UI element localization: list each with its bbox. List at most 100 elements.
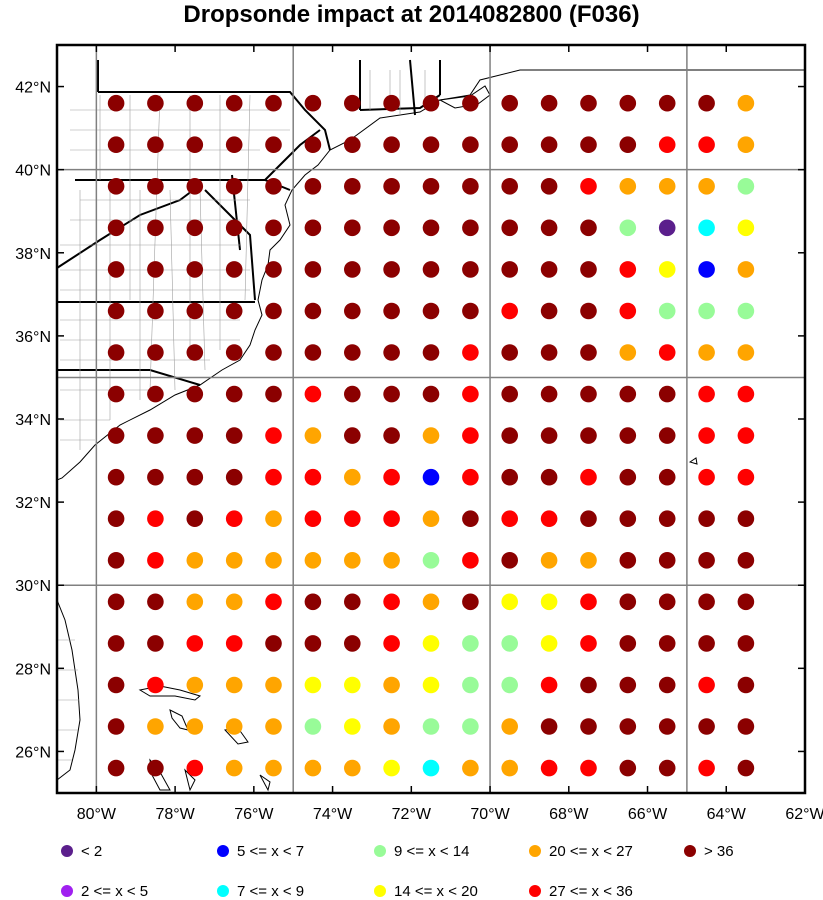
legend-swatch	[217, 845, 229, 857]
legend-label: 2 <= x < 5	[81, 883, 148, 900]
impact-point	[698, 468, 715, 486]
impact-point	[658, 94, 676, 112]
legend-label: > 36	[704, 843, 734, 860]
land-layer	[57, 45, 805, 792]
impact-point	[462, 593, 479, 611]
impact-point	[107, 635, 125, 652]
impact-point	[186, 94, 204, 112]
impact-point	[186, 178, 204, 195]
impact-point	[186, 759, 204, 777]
impact-point	[147, 385, 164, 403]
impact-point	[619, 718, 637, 735]
impact-point	[658, 178, 676, 195]
impact-point	[658, 261, 676, 278]
lon-label: 66°W	[628, 806, 668, 823]
impact-point	[737, 94, 755, 112]
impact-point	[147, 718, 164, 735]
impact-point	[107, 552, 125, 569]
impact-point	[658, 676, 676, 694]
impact-point	[225, 635, 243, 652]
impact-point	[698, 510, 715, 527]
lat-label: 32°N	[15, 495, 51, 512]
impact-point	[186, 136, 204, 153]
impact-point	[580, 593, 597, 611]
legend-label: < 2	[81, 843, 102, 860]
impact-point	[344, 635, 361, 652]
impact-point	[304, 676, 322, 694]
impact-point	[422, 302, 440, 320]
impact-point	[107, 593, 125, 611]
impact-point	[265, 219, 282, 237]
impact-point	[501, 427, 518, 444]
impact-point	[619, 136, 637, 153]
impact-point	[540, 718, 558, 735]
impact-point	[619, 219, 637, 237]
impact-point	[147, 759, 164, 777]
impact-point	[540, 136, 558, 153]
impact-point	[501, 468, 518, 486]
lat-label: 26°N	[15, 744, 51, 761]
impact-point	[107, 261, 125, 278]
impact-point	[186, 593, 204, 611]
impact-point	[658, 510, 676, 527]
florida-counties	[57, 639, 79, 761]
impact-point	[462, 302, 479, 320]
impact-point	[304, 510, 322, 527]
impact-point	[344, 302, 361, 320]
impact-point	[422, 427, 440, 444]
impact-point	[265, 136, 282, 153]
impact-point	[698, 635, 715, 652]
impact-point	[344, 427, 361, 444]
impact-point	[265, 635, 282, 652]
impact-point	[462, 178, 479, 195]
impact-point	[304, 178, 322, 195]
impact-point	[501, 261, 518, 278]
impact-point	[304, 261, 322, 278]
impact-point	[147, 427, 164, 444]
lon-label: 78°W	[155, 806, 195, 823]
impact-point	[658, 552, 676, 569]
impact-point	[501, 344, 518, 361]
impact-point	[462, 759, 479, 777]
impact-point	[462, 718, 479, 735]
impact-point	[383, 552, 400, 569]
impact-point	[383, 468, 400, 486]
impact-point	[422, 593, 440, 611]
impact-point	[619, 676, 637, 694]
impact-point	[265, 261, 282, 278]
impact-point	[737, 219, 755, 237]
impact-point	[225, 302, 243, 320]
impact-point	[383, 718, 400, 735]
impact-point	[147, 552, 164, 569]
impact-point	[501, 302, 518, 320]
impact-point	[422, 552, 440, 569]
impact-point	[304, 593, 322, 611]
impact-point	[186, 676, 204, 694]
impact-point	[737, 385, 755, 403]
impact-point	[501, 593, 518, 611]
impact-point	[265, 427, 282, 444]
impact-point	[501, 385, 518, 403]
impact-point	[462, 427, 479, 444]
impact-point	[107, 468, 125, 486]
impact-point	[737, 261, 755, 278]
impact-point	[462, 635, 479, 652]
impact-point	[462, 468, 479, 486]
impact-point	[225, 593, 243, 611]
legend-swatch	[684, 845, 696, 857]
impact-point	[186, 635, 204, 652]
impact-point	[658, 593, 676, 611]
impact-point	[383, 178, 400, 195]
impact-point	[737, 676, 755, 694]
impact-point	[698, 136, 715, 153]
impact-point	[501, 635, 518, 652]
legend-label: 7 <= x < 9	[237, 883, 304, 900]
impact-point	[304, 552, 322, 569]
impact-point	[658, 718, 676, 735]
impact-point	[147, 261, 164, 278]
impact-point	[225, 759, 243, 777]
lat-label: 36°N	[15, 329, 51, 346]
impact-point	[698, 302, 715, 320]
impact-point	[462, 136, 479, 153]
impact-point	[580, 385, 597, 403]
